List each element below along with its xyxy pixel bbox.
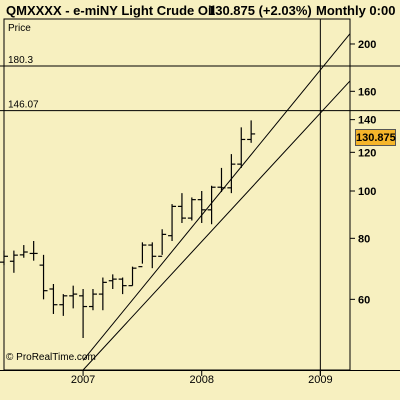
- ohlc-bar-8: [79, 288, 88, 339]
- ohlc-bar-15: [148, 242, 157, 269]
- ohlc-bar-10: [98, 277, 107, 311]
- ohlc-bar-14: [138, 242, 147, 268]
- ohlc-bar-12: [118, 277, 127, 295]
- ohlc-bar-3: [29, 240, 38, 261]
- ohlc-bar-9: [88, 288, 97, 311]
- y-tick-label-5: 160: [358, 86, 376, 98]
- plot-frame: [3, 18, 351, 371]
- trend-channel: [82, 33, 351, 371]
- x-tick-label-1: 2008: [189, 374, 213, 386]
- y-tick-label-2: 100: [358, 186, 376, 198]
- horizontal-levels: 180.3 146.07: [0, 55, 400, 112]
- ohlc-bar-18: [177, 193, 186, 223]
- ohlc-bars: [0, 120, 256, 339]
- ohlc-bar-0: [0, 250, 8, 266]
- ohlc-bar-20: [197, 190, 206, 223]
- ohlc-bar-21: [207, 185, 216, 225]
- ohlc-bar-7: [69, 285, 78, 309]
- y-tick-label-0: 60: [358, 294, 370, 306]
- ohlc-bar-25: [247, 120, 256, 143]
- y-tick-label-6: 200: [358, 39, 376, 51]
- ohlc-bar-13: [128, 266, 137, 287]
- ohlc-bar-1: [9, 250, 18, 273]
- chart-header: QMXXXX - e-miNY Light Crude Oil 130.875 …: [0, 0, 400, 22]
- y-axis-ticks: 60 80 100 120 140 160 200: [350, 39, 376, 306]
- ohlc-bar-5: [49, 284, 58, 314]
- ohlc-bar-11: [108, 274, 117, 289]
- y-tick-label-3: 120: [358, 147, 376, 159]
- last-price-badge: 130.875: [355, 129, 396, 146]
- x-tick-label-2: 2009: [308, 374, 332, 386]
- level-label-1: 146.07: [8, 100, 39, 111]
- watermark: © ProRealTime.com: [6, 352, 96, 363]
- ohlc-bar-4: [39, 254, 48, 300]
- timeframe-label[interactable]: Monthly 0:00: [316, 3, 396, 18]
- ohlc-bar-6: [59, 294, 68, 316]
- last-price-change: 130.875 (+2.03%): [208, 3, 312, 18]
- instrument-title: QMXXXX - e-miNY Light Crude Oil: [6, 3, 216, 18]
- ohlc-bar-22: [217, 167, 226, 193]
- x-tick-label-0: 2007: [71, 374, 95, 386]
- ohlc-bar-2: [19, 245, 28, 258]
- ohlc-bar-24: [237, 127, 246, 168]
- ohlc-bar-17: [168, 204, 177, 241]
- y-axis-label: Price: [8, 23, 31, 34]
- y-tick-label-4: 140: [358, 115, 376, 127]
- trend-line-0: [82, 33, 351, 361]
- y-tick-label-1: 80: [358, 233, 370, 245]
- x-axis-ticks: 2007 2008 2009: [71, 370, 333, 386]
- level-label-0: 180.3: [8, 55, 33, 66]
- trend-line-1: [82, 80, 351, 371]
- ohlc-bar-23: [227, 154, 236, 194]
- ohlc-bar-19: [187, 197, 196, 221]
- ohlc-bar-16: [158, 229, 167, 257]
